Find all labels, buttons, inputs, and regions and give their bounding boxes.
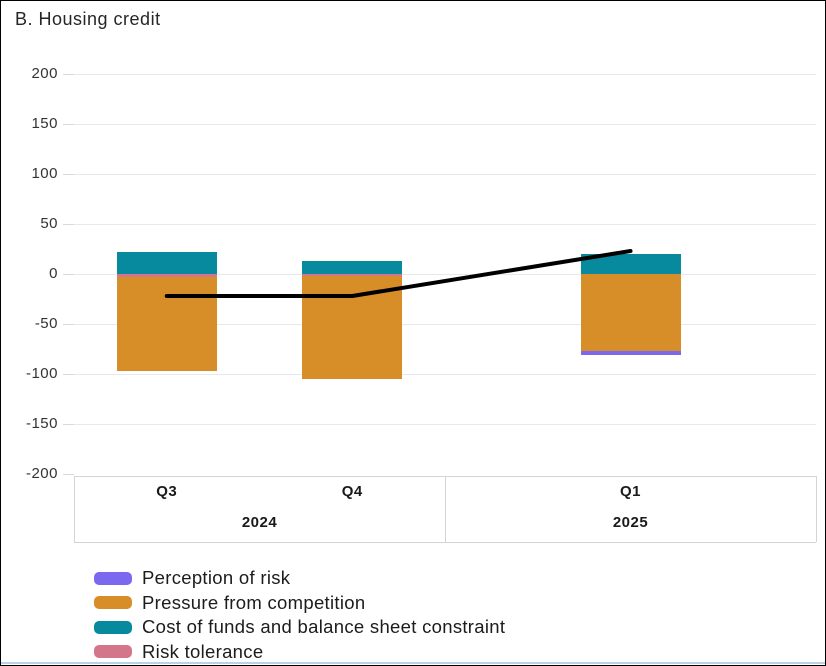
bar-segment — [116, 277, 217, 371]
y-axis-label: 200 — [31, 65, 58, 82]
bar-segment — [580, 351, 681, 355]
gridline — [74, 274, 816, 275]
y-axis-tick — [63, 224, 74, 225]
y-axis-tick — [63, 124, 74, 125]
gridline — [74, 374, 816, 375]
y-axis-label: -100 — [25, 365, 58, 382]
legend-label: Perception of risk — [142, 567, 291, 589]
legend-label: Cost of funds and balance sheet constrai… — [142, 616, 506, 638]
y-axis-tick — [63, 274, 74, 275]
bar-segment — [580, 254, 681, 274]
legend-swatch — [94, 645, 132, 659]
y-axis-label: -150 — [25, 415, 58, 432]
y-axis-label: 0 — [49, 265, 58, 282]
legend-label: Pressure from competition — [142, 591, 366, 613]
legend-item: Pressure from competition — [94, 591, 505, 616]
y-axis-label: 50 — [40, 215, 58, 232]
chart-title: B. Housing credit — [15, 9, 161, 29]
y-axis-tick — [63, 74, 74, 75]
y-axis-label: -200 — [25, 465, 58, 482]
gridline — [74, 224, 816, 225]
y-axis-tick — [63, 474, 74, 475]
legend-swatch — [94, 620, 132, 634]
legend-swatch — [94, 571, 132, 585]
y-axis-tick — [63, 424, 74, 425]
y-axis-tick — [63, 374, 74, 375]
gridline — [74, 324, 816, 325]
y-axis-tick — [63, 324, 74, 325]
legend-swatch — [94, 596, 132, 610]
x-axis-quarter-label: Q1 — [619, 483, 642, 500]
x-axis-border — [74, 542, 816, 543]
bar-segment — [302, 274, 403, 276]
y-axis-label: 150 — [31, 115, 58, 132]
bar-segment — [302, 261, 403, 274]
plot-area — [74, 74, 816, 474]
x-axis-divider — [445, 476, 446, 542]
bar-segment — [580, 274, 681, 351]
bottom-accent-line — [1, 662, 825, 664]
bar-segment — [116, 252, 217, 274]
x-axis-divider — [816, 476, 817, 542]
x-axis-divider — [74, 476, 75, 542]
legend: Perception of risk Pressure from competit… — [94, 566, 505, 664]
gridline — [74, 74, 816, 75]
legend-label: Risk tolerance — [142, 640, 264, 662]
bar-segment — [302, 276, 403, 379]
bar-segment — [116, 274, 217, 277]
legend-item: Cost of funds and balance sheet constrai… — [94, 615, 505, 640]
y-axis-tick — [63, 174, 74, 175]
trend-line-layer — [164, 249, 633, 298]
gridline — [74, 124, 816, 125]
gridline — [74, 174, 816, 175]
y-axis-label: 100 — [31, 165, 58, 182]
gridline — [74, 424, 816, 425]
x-axis-quarter-label: Q3 — [156, 483, 178, 500]
legend-item: Perception of risk — [94, 566, 505, 591]
trend-line — [164, 249, 633, 298]
legend-item: Risk tolerance — [94, 640, 505, 665]
x-axis-year-label: 2024 — [241, 514, 278, 531]
x-axis-year-label: 2025 — [612, 514, 649, 531]
y-axis-label: -50 — [34, 315, 58, 332]
x-axis-quarter-label: Q4 — [341, 483, 363, 500]
